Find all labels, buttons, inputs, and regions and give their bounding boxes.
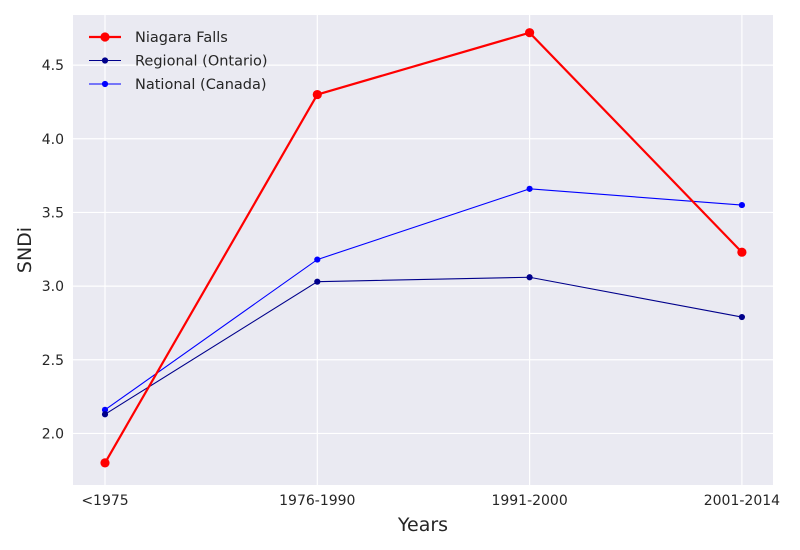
data-point-regional-ontario: [738, 313, 746, 321]
data-point-niagara-falls: [100, 458, 110, 468]
y-tick-label: 2.5: [42, 353, 64, 369]
legend-marker-national-canada: [101, 80, 109, 88]
series-national-canada: [101, 185, 746, 413]
series-line-niagara-falls: [104, 31, 743, 464]
x-tick-label: <1975: [81, 493, 128, 509]
data-point-regional-ontario: [526, 274, 533, 281]
y-tick-label: 3.5: [42, 205, 64, 221]
grid-lines: [73, 15, 773, 485]
data-point-regional-ontario: [314, 278, 321, 285]
x-tick-label: 2001-2014: [704, 493, 780, 509]
data-point-niagara-falls: [525, 28, 535, 38]
legend-item-niagara-falls: Niagara Falls: [89, 30, 228, 46]
y-axis-title: SNDi: [14, 227, 36, 273]
data-point-niagara-falls: [312, 89, 322, 100]
legend-label-national-canada: National (Canada): [135, 77, 267, 93]
data-point-national-canada: [526, 185, 533, 192]
data-series: [100, 28, 747, 468]
data-point-niagara-falls: [737, 247, 747, 257]
legend-marker-niagara-falls: [100, 32, 110, 42]
y-tick-labels: 2.0 2.5 3.0 3.5 4.0 4.5: [42, 58, 64, 442]
data-point-national-canada: [314, 256, 321, 263]
data-point-national-canada: [101, 406, 109, 413]
y-tick-label: 2.0: [42, 426, 64, 442]
series-line-regional-ontario: [104, 276, 743, 415]
x-tick-labels: <1975 1976-1990 1991-2000 2001-2014: [81, 493, 780, 509]
x-axis-title: Years: [397, 514, 448, 536]
legend-item-national-canada: National (Canada): [89, 77, 267, 93]
legend: Niagara Falls Regional (Ontario) National …: [89, 30, 268, 93]
data-point-national-canada: [738, 201, 746, 209]
legend-marker-regional-ontario: [101, 57, 109, 64]
series-line-national-canada: [104, 188, 742, 411]
y-tick-label: 4.5: [42, 58, 64, 74]
x-tick-label: 1976-1990: [279, 493, 355, 509]
y-tick-label: 3.0: [42, 279, 64, 295]
legend-label-regional-ontario: Regional (Ontario): [135, 54, 268, 70]
legend-item-regional-ontario: Regional (Ontario): [89, 54, 268, 70]
series-regional-ontario: [101, 274, 746, 418]
plot-background: [73, 15, 773, 485]
series-niagara-falls: [100, 28, 747, 468]
x-tick-label: 1991-2000: [491, 493, 567, 509]
legend-label-niagara-falls: Niagara Falls: [135, 30, 228, 46]
y-tick-label: 4.0: [42, 132, 64, 148]
data-point-regional-ontario: [101, 411, 109, 418]
